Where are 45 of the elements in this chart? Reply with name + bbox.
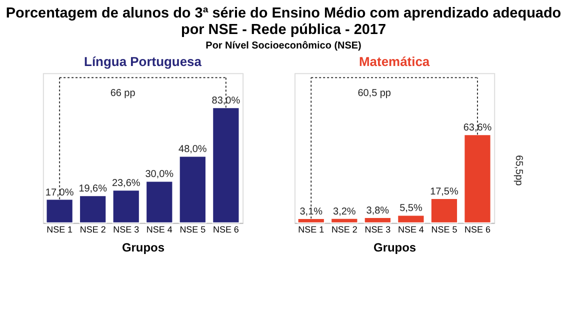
x-tick-label: NSE 4 <box>398 224 424 234</box>
bar <box>178 156 206 224</box>
data-label: 48,0% <box>178 144 207 156</box>
x-axis-title: Grupos <box>374 240 416 254</box>
bar <box>79 195 107 224</box>
bar <box>364 217 392 224</box>
data-label: 3,2% <box>333 206 356 218</box>
bar <box>430 198 458 224</box>
data-label: 17,0% <box>45 187 74 198</box>
text: Por Nível Socioeconômico (NSE) <box>206 40 362 52</box>
x-tick-label: NSE 4 <box>146 224 172 234</box>
text: 60,5 pp <box>358 88 392 100</box>
bar <box>464 134 492 224</box>
data-label: 83,0% <box>212 96 240 107</box>
x-tick-label: NSE 6 <box>212 224 239 234</box>
x-tick-label: NSE 3 <box>113 224 140 234</box>
text: 65,5pp <box>513 155 524 186</box>
x-tick-label: NSE 6 <box>464 224 490 234</box>
bar <box>112 190 140 224</box>
data-label: 19,6% <box>78 184 108 195</box>
bar <box>146 180 174 224</box>
bar <box>46 198 74 224</box>
x-tick-label: NSE 2 <box>80 224 106 234</box>
x-tick-label: NSE 3 <box>364 224 391 234</box>
data-label: 23,6% <box>112 178 140 190</box>
text: Porcentagem de alunos do 3ª série do Ensino Médio com aprendizado adequado por NSE - Rede pública - 2017 <box>6 6 562 38</box>
x-tick-label: NSE 1 <box>46 224 73 234</box>
x-tick-label: NSE 1 <box>298 224 324 234</box>
data-label: 5,5% <box>400 203 422 214</box>
data-label: 17,5% <box>430 186 458 198</box>
bar <box>330 218 358 224</box>
x-tick-label: NSE 2 <box>331 224 358 234</box>
x-tick-label: NSE 5 <box>180 224 206 234</box>
data-label: 63,6% <box>463 122 492 134</box>
data-label: 3,1% <box>300 206 323 218</box>
bar <box>212 107 240 224</box>
chart-subtitle: Língua Portuguesa <box>84 54 202 70</box>
data-label: 30,0% <box>145 169 174 180</box>
bar <box>397 214 425 224</box>
text: 66 pp <box>110 88 136 100</box>
data-label: 3,8% <box>366 206 390 217</box>
x-axis-title: Grupos <box>122 240 165 254</box>
chart-title: Matemática <box>358 54 430 70</box>
bar <box>297 218 325 224</box>
x-tick-label: NSE 5 <box>431 224 458 234</box>
